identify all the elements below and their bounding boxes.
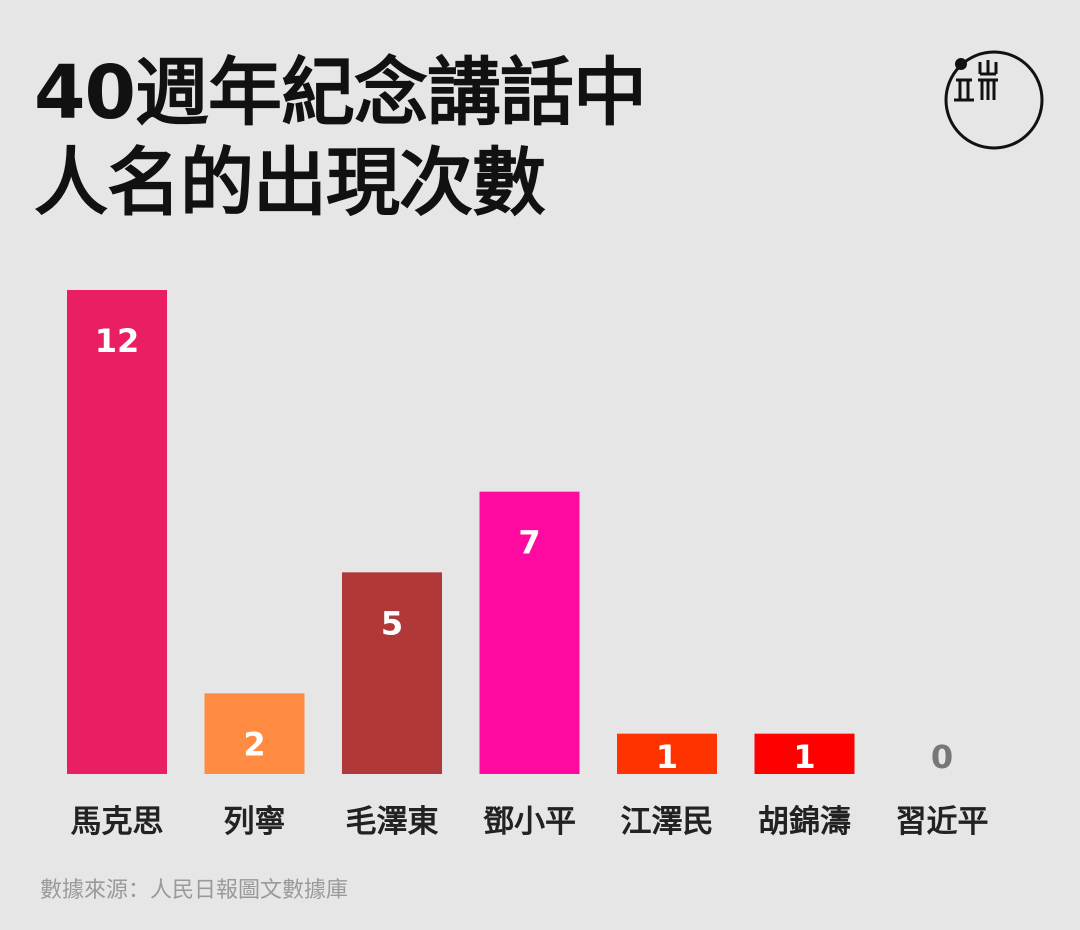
chart-title-line-1: 40週年紀念講話中: [34, 50, 647, 136]
bar-1: [67, 290, 167, 774]
category-label-7: 習近平: [896, 804, 989, 840]
bar-6: [754, 733, 855, 774]
chart-title-line-2: 人名的出現次數: [34, 140, 546, 226]
value-label-7: 0: [931, 738, 953, 776]
chart-title: 40週年紀念講話中 人名的出現次數: [34, 48, 647, 228]
value-label-6: 1: [793, 738, 815, 776]
value-label-4: 7: [518, 524, 540, 562]
value-label-5: 1: [656, 738, 678, 776]
category-label-5: 江澤民: [621, 804, 714, 840]
bar-2: [204, 693, 305, 774]
bar-3: [342, 572, 442, 774]
category-label-3: 毛澤東: [346, 804, 439, 840]
data-source-note: 數據來源：人民日報圖文數據庫: [40, 878, 349, 903]
category-label-1: 馬克思: [71, 804, 164, 840]
category-label-4: 鄧小平: [483, 804, 576, 840]
value-label-1: 12: [95, 322, 140, 360]
bar-4: [479, 491, 580, 774]
value-label-3: 5: [381, 604, 403, 642]
initium-logo-icon: [944, 50, 1044, 150]
bar-5: [617, 733, 717, 774]
category-label-2: 列寧: [224, 804, 286, 840]
category-label-6: 胡錦濤: [758, 804, 851, 840]
value-label-2: 2: [243, 725, 265, 763]
